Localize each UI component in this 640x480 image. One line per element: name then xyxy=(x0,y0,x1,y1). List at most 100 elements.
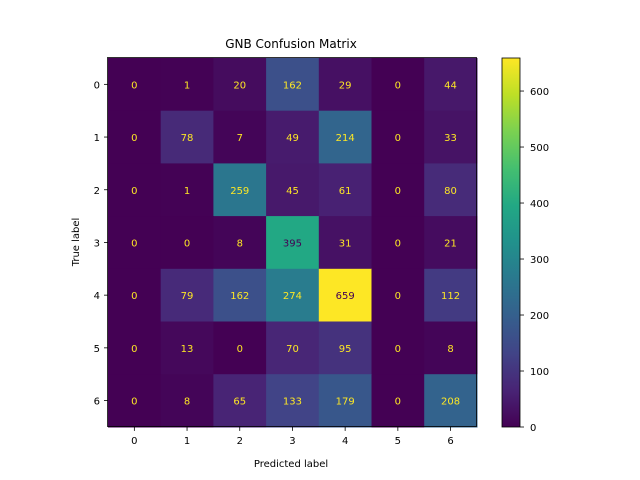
y-tick-label: 4 xyxy=(94,291,100,302)
cell-value-label: 112 xyxy=(441,291,460,302)
cell-value-label: 162 xyxy=(283,80,302,91)
heatmap-cell xyxy=(318,163,373,217)
heatmap-cell xyxy=(424,268,478,323)
y-tick-label: 1 xyxy=(94,133,100,144)
cell-value-label: 395 xyxy=(283,238,302,249)
cell-value-label: 20 xyxy=(233,80,246,91)
heatmap-cell xyxy=(266,374,320,428)
heatmap-cell xyxy=(160,163,214,217)
cell-value-label: 33 xyxy=(444,133,457,144)
heatmap-cell xyxy=(108,321,162,375)
colorbar-tick-label: 400 xyxy=(530,199,549,210)
heatmap-cell xyxy=(266,163,320,217)
cell-value-label: 79 xyxy=(181,291,194,302)
cell-value-label: 259 xyxy=(230,186,249,197)
x-tick-label: 5 xyxy=(395,436,401,447)
cell-value-label: 0 xyxy=(395,344,401,355)
colorbar xyxy=(501,57,521,428)
heatmap-cell xyxy=(371,163,425,217)
heatmap-cell xyxy=(108,216,162,270)
cell-value-label: 274 xyxy=(283,291,302,302)
heatmap-cell xyxy=(266,216,320,270)
heatmap-cell xyxy=(371,374,425,428)
cell-value-label: 95 xyxy=(339,344,352,355)
cell-value-label: 0 xyxy=(395,186,401,197)
colorbar-tick-label: 200 xyxy=(530,311,549,322)
cell-value-label: 208 xyxy=(441,397,460,408)
x-tick-label: 3 xyxy=(289,436,295,447)
heatmap-cell-labels: 0 1 20 162 29 0 440 78 7 49 214 0 330 1 259 45 61 0 800 0 8 3… xyxy=(131,80,460,407)
cell-value-label: 0 xyxy=(395,80,401,91)
heatmap-cell xyxy=(213,58,267,112)
cell-value-label: 70 xyxy=(286,344,299,355)
heatmap-cell xyxy=(160,110,214,164)
heatmap-cell xyxy=(213,216,267,270)
cell-value-label: 0 xyxy=(131,133,137,144)
heatmap-cell xyxy=(160,374,214,428)
x-tick-label: 6 xyxy=(447,436,453,447)
heatmap-cell xyxy=(213,163,267,217)
heatmap-cell xyxy=(160,58,214,112)
heatmap-cell xyxy=(318,268,373,323)
cell-value-label: 162 xyxy=(230,291,249,302)
heatmap-cell xyxy=(213,110,267,164)
heatmap-cell xyxy=(108,58,162,112)
cell-value-label: 0 xyxy=(395,133,401,144)
cell-value-label: 80 xyxy=(444,186,457,197)
y-tick-label: 0 xyxy=(94,80,100,91)
heatmap-cell xyxy=(371,321,425,375)
heatmap-cell xyxy=(371,216,425,270)
colorbar-tick-label: 300 xyxy=(530,255,549,266)
x-tick-label: 1 xyxy=(184,436,190,447)
heatmap-frame xyxy=(107,57,477,427)
cell-value-label: 0 xyxy=(131,344,137,355)
cell-value-label: 214 xyxy=(336,133,355,144)
heatmap-cells xyxy=(108,58,478,428)
cell-value-label: 0 xyxy=(131,397,137,408)
cell-value-label: 0 xyxy=(184,238,190,249)
cell-value-label: 21 xyxy=(444,238,457,249)
cell-value-label: 8 xyxy=(184,397,190,408)
cell-value-label: 0 xyxy=(131,291,137,302)
heatmap-cell xyxy=(424,321,478,375)
cell-value-label: 0 xyxy=(131,238,137,249)
colorbar-tick-label: 500 xyxy=(530,143,549,154)
heatmap-cell xyxy=(424,374,478,428)
heatmap-cell xyxy=(371,110,425,164)
y-tick-label: 6 xyxy=(94,397,100,408)
heatmap-cell xyxy=(160,216,214,270)
colorbar-axis: 0 100 200 300 400 500 600 xyxy=(520,87,549,434)
x-axis-label: Predicted label xyxy=(254,459,328,470)
cell-value-label: 78 xyxy=(181,133,194,144)
heatmap-cell xyxy=(424,216,478,270)
x-tick-label: 2 xyxy=(237,436,243,447)
heatmap-cell xyxy=(108,110,162,164)
x-axis: 0 1 2 3 4 5 6 xyxy=(131,426,454,447)
heatmap-cell xyxy=(213,321,267,375)
cell-value-label: 49 xyxy=(286,133,299,144)
cell-value-label: 1 xyxy=(184,186,190,197)
heatmap-cell xyxy=(318,216,373,270)
colorbar-tick-label: 0 xyxy=(530,423,536,434)
cell-value-label: 61 xyxy=(339,186,352,197)
heatmap-cell xyxy=(266,58,320,112)
y-tick-label: 3 xyxy=(94,238,100,249)
colorbar-tick-label: 600 xyxy=(530,87,549,98)
heatmap-cell xyxy=(108,163,162,217)
cell-value-label: 65 xyxy=(233,397,246,408)
heatmap-cell xyxy=(318,110,373,164)
heatmap-cell xyxy=(266,321,320,375)
cell-value-label: 0 xyxy=(237,344,243,355)
cell-value-label: 0 xyxy=(131,186,137,197)
cell-value-label: 1 xyxy=(184,80,190,91)
cell-value-label: 31 xyxy=(339,238,352,249)
heatmap-cell xyxy=(108,374,162,428)
cell-value-label: 0 xyxy=(395,397,401,408)
heatmap-cell xyxy=(108,268,162,323)
heatmap-cell xyxy=(266,110,320,164)
colorbar-tick-label: 100 xyxy=(530,367,549,378)
cell-value-label: 0 xyxy=(395,291,401,302)
heatmap-cell xyxy=(424,58,478,112)
heatmap-cell xyxy=(266,268,320,323)
